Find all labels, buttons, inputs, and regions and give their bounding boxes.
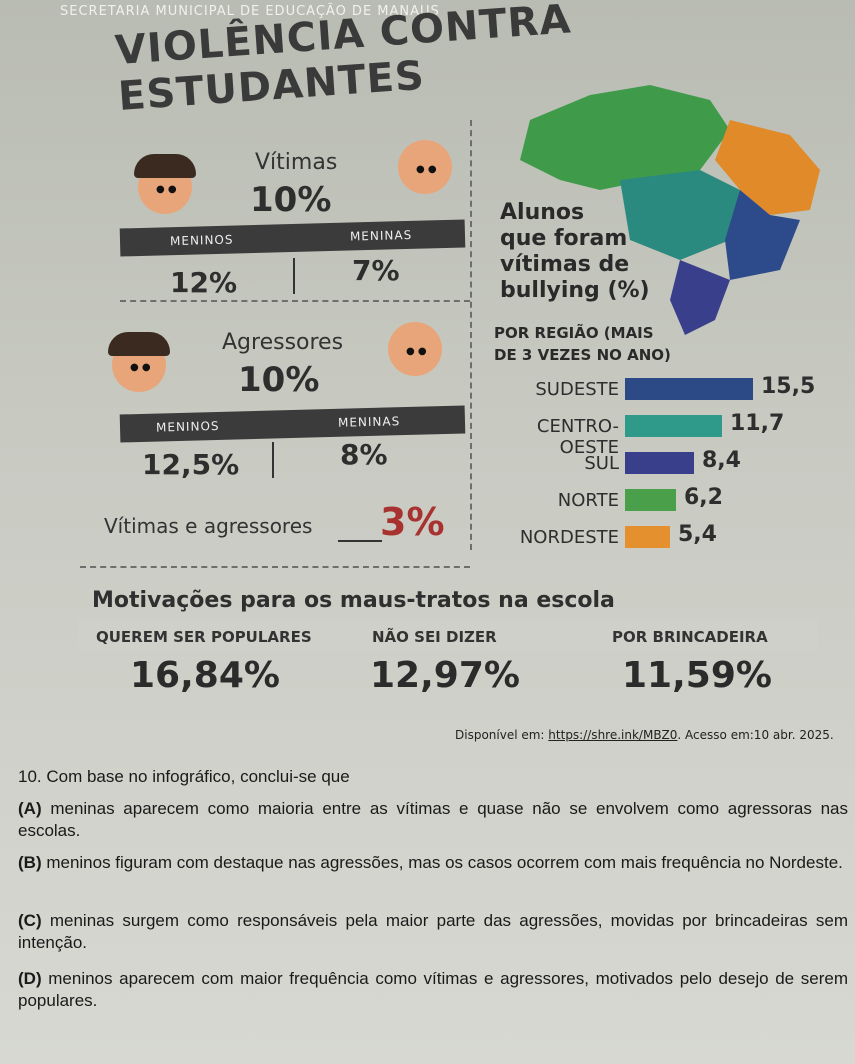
- map-region-sudeste: [725, 190, 800, 280]
- option-d: (D) meninos aparecem com maior frequênci…: [18, 968, 848, 1012]
- motivation-label: QUEREM SER POPULARES: [96, 628, 312, 646]
- motivation-label: POR BRINCADEIRA: [612, 628, 768, 646]
- motivations-band: [78, 620, 818, 650]
- victims-label: Vítimas: [255, 150, 338, 175]
- region-label: NORDESTE: [519, 527, 619, 548]
- map-caption-line: que foram: [500, 226, 628, 251]
- region-bar: [625, 526, 670, 548]
- region-value: 8,4: [702, 448, 741, 473]
- divider: [272, 442, 274, 478]
- map-region-sul: [670, 260, 730, 335]
- brazil-map: [520, 85, 820, 335]
- eyes-icon: ● ●: [156, 184, 177, 195]
- map-caption-line: bullying (%): [500, 278, 650, 303]
- question-stem: 10. Com base no infográfico, conclui-se …: [18, 767, 350, 786]
- motivation-value: 11,59%: [622, 655, 772, 696]
- map-subcaption: POR REGIÃO (MAIS DE 3 VEZES NO ANO): [494, 322, 671, 366]
- region-value: 6,2: [684, 485, 723, 510]
- option-a: (A) meninas aparecem como maioria entre …: [18, 798, 848, 842]
- eyes-icon: ● ●: [416, 164, 437, 175]
- region-value: 11,7: [730, 411, 785, 436]
- dashed-divider: [80, 566, 470, 568]
- victims-girls-label: MENINAS: [349, 227, 413, 244]
- option-text: meninas aparecem como maioria entre as v…: [18, 799, 848, 840]
- region-label: CENTRO-OESTE: [536, 416, 619, 458]
- region-label: SUDESTE: [535, 379, 619, 400]
- map-region-nordeste: [715, 120, 820, 215]
- option-letter: (A): [18, 799, 42, 818]
- aggressors-label: Agressores: [222, 330, 344, 355]
- motivation-value: 16,84%: [130, 655, 280, 696]
- motivation-label: NÃO SEI DIZER: [372, 628, 497, 646]
- map-subcaption-line: POR REGIÃO (MAIS: [494, 324, 654, 342]
- region-bar: [625, 378, 753, 400]
- option-text: meninas surgem como responsáveis pela ma…: [18, 911, 848, 952]
- divider: [293, 258, 295, 294]
- victims-boys-value: 12%: [170, 266, 238, 299]
- aggressors-boys-value: 12,5%: [142, 448, 240, 481]
- option-text: meninos figuram com destaque nas agressõ…: [41, 853, 843, 872]
- map-region-norte: [520, 85, 730, 190]
- aggressors-gender-band: MENINOS MENINAS: [119, 405, 466, 443]
- option-c: (C) meninas surgem como responsáveis pel…: [18, 910, 848, 954]
- map-subcaption-line: DE 3 VEZES NO ANO): [494, 346, 671, 364]
- map-caption-line: Alunos: [500, 200, 585, 225]
- motivations-title: Motivações para os maus-tratos na escola: [92, 588, 615, 613]
- option-text: meninos aparecem com maior frequência co…: [18, 969, 848, 1010]
- region-label: SUL: [584, 453, 619, 474]
- motivation-value: 12,97%: [370, 655, 520, 696]
- region-bar: [625, 415, 722, 437]
- aggressors-total: 10%: [238, 360, 320, 400]
- boy-avatar: ● ●: [134, 154, 196, 214]
- boy-avatar: ● ●: [108, 332, 170, 392]
- victims-boys-label: MENINOS: [169, 232, 234, 249]
- dashed-divider: [120, 300, 470, 302]
- eyes-icon: ● ●: [130, 362, 151, 373]
- source-link[interactable]: https://shre.ink/MBZ0: [548, 728, 678, 742]
- region-value: 15,5: [761, 374, 816, 399]
- aggressors-girls-label: MENINAS: [337, 414, 401, 430]
- map-region-centro-oeste: [620, 170, 740, 260]
- aggressors-girls-value: 8%: [340, 438, 388, 471]
- map-caption: Alunos que foram vítimas de bullying (%): [500, 200, 650, 304]
- girl-avatar: ● ●: [390, 132, 460, 194]
- region-bar: [625, 489, 676, 511]
- victims-girls-value: 7%: [352, 254, 400, 287]
- option-b: (B) meninos figuram com destaque nas agr…: [18, 852, 848, 874]
- option-letter: (C): [18, 911, 42, 930]
- region-value: 5,4: [678, 522, 717, 547]
- both-label: Vítimas e agressores: [104, 514, 313, 538]
- victims-gender-band: MENINOS MENINAS: [119, 219, 466, 257]
- source-prefix: Disponível em:: [455, 728, 549, 742]
- option-letter: (D): [18, 969, 42, 988]
- eyes-icon: ● ●: [406, 346, 427, 357]
- region-label: NORTE: [557, 490, 619, 511]
- header-text: SECRETARIA MUNICIPAL DE EDUCAÇÃO DE MANA…: [60, 4, 440, 19]
- region-bar: [625, 452, 694, 474]
- dashed-divider: [470, 120, 472, 550]
- source-citation: Disponível em: https://shre.ink/MBZ0. Ac…: [455, 728, 834, 742]
- option-letter: (B): [18, 853, 42, 872]
- map-caption-line: vítimas de: [500, 252, 630, 277]
- underline: [338, 540, 382, 542]
- victims-total: 10%: [250, 180, 332, 220]
- source-suffix: . Acesso em:10 abr. 2025.: [677, 728, 834, 742]
- girl-avatar: ● ●: [380, 314, 450, 376]
- both-value: 3%: [380, 500, 445, 544]
- aggressors-boys-label: MENINOS: [155, 418, 220, 435]
